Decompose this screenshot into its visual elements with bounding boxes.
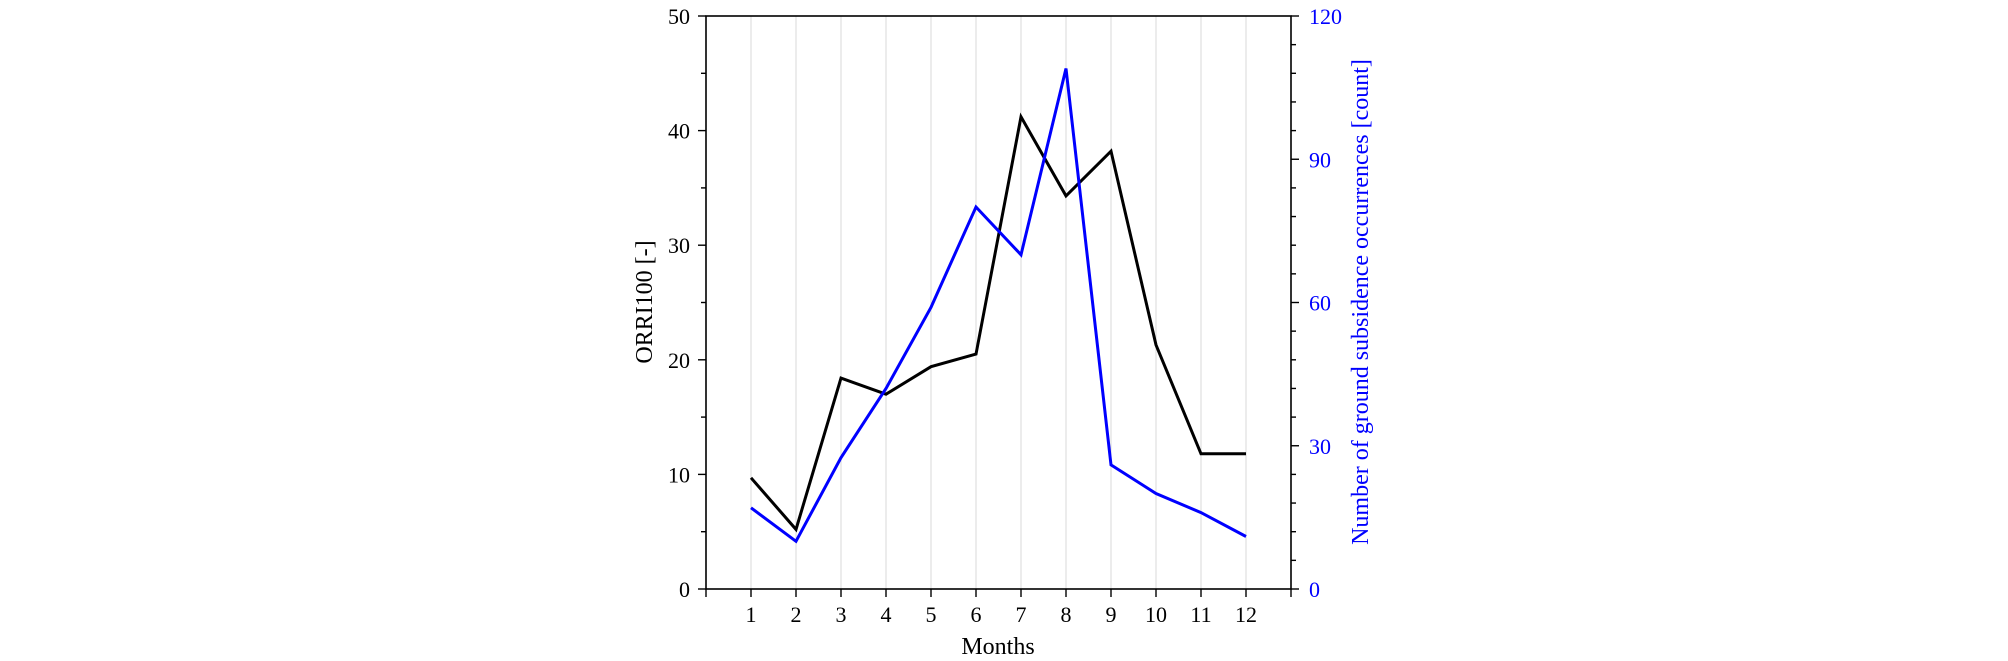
x-axis-ticks: 1 2 3 4 5 6 7 8 9 10 11 12 xyxy=(705,589,1292,627)
x-tick-label: 5 xyxy=(926,602,937,627)
x-tick-label: 6 xyxy=(971,602,982,627)
x-tick-label: 12 xyxy=(1235,602,1257,627)
left-y-tick-label: 10 xyxy=(668,462,690,487)
vertical-gridlines xyxy=(750,16,1247,589)
left-y-tick-label: 40 xyxy=(668,119,690,144)
x-tick-label: 7 xyxy=(1016,602,1027,627)
x-tick-label: 8 xyxy=(1061,602,1072,627)
right-y-tick-label: 0 xyxy=(1309,577,1320,602)
right-y-tick-label: 30 xyxy=(1309,434,1331,459)
series-lines xyxy=(749,68,1247,544)
series-line-left-axis xyxy=(749,112,1246,533)
right-y-tick-label: 120 xyxy=(1309,4,1342,29)
x-tick-label: 11 xyxy=(1190,602,1211,627)
x-axis-title: Months xyxy=(961,634,1034,660)
plot-area-frame xyxy=(705,15,1292,590)
left-y-axis-title: ORRI100 [-] xyxy=(632,240,658,363)
left-y-tick-label: 50 xyxy=(668,4,690,29)
x-tick-label: 10 xyxy=(1145,602,1167,627)
x-tick-label: 2 xyxy=(791,602,802,627)
right-y-tick-label: 60 xyxy=(1309,291,1331,316)
right-y-axis-ticks: 0 30 60 90 120 xyxy=(1291,4,1342,602)
x-tick-label: 3 xyxy=(836,602,847,627)
left-y-tick-label: 0 xyxy=(679,577,690,602)
x-tick-label: 9 xyxy=(1106,602,1117,627)
left-y-tick-label: 30 xyxy=(668,233,690,258)
right-y-axis-title: Number of ground subsidence occurrences … xyxy=(1348,59,1374,545)
left-y-axis-ticks: 0 10 20 30 40 50 xyxy=(668,4,706,602)
left-y-tick-label: 20 xyxy=(668,348,690,373)
x-tick-label: 1 xyxy=(746,602,757,627)
series-line-right-axis xyxy=(750,68,1247,544)
right-y-tick-label: 90 xyxy=(1309,147,1331,172)
x-tick-label: 4 xyxy=(881,602,892,627)
